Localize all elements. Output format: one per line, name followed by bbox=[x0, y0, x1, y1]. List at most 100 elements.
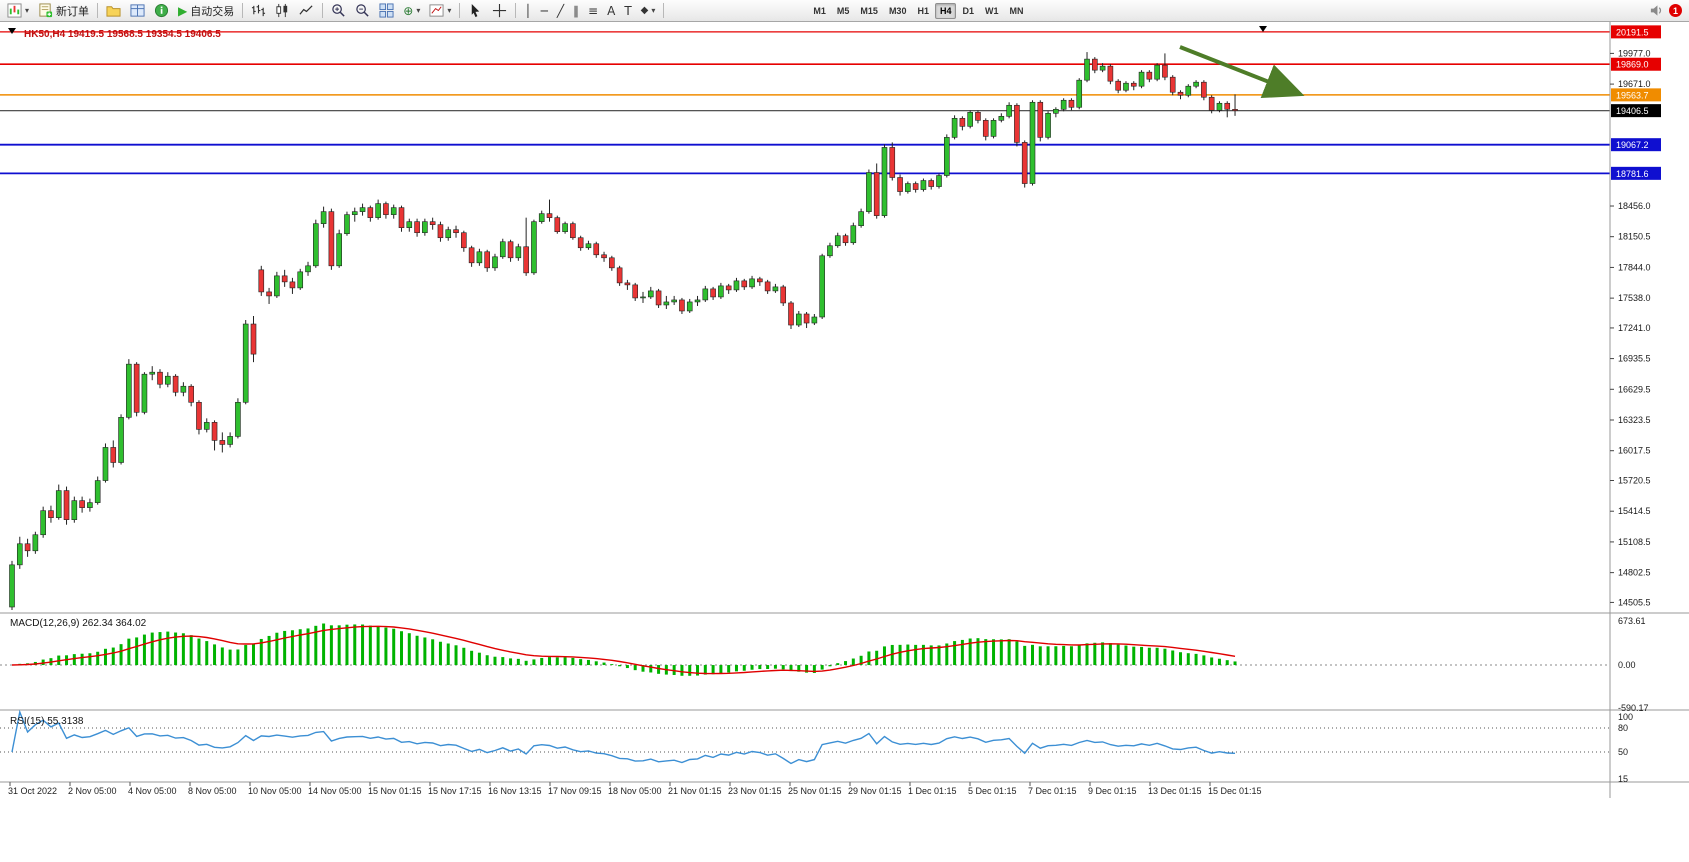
rsi-axis-label: 100 bbox=[1618, 712, 1633, 722]
bull-candle bbox=[1084, 58, 1090, 81]
price-axis-label: 14505.5 bbox=[1618, 597, 1651, 607]
bull-candle bbox=[32, 534, 39, 552]
bull-candle bbox=[562, 223, 568, 233]
price-axis-label: 17844.0 bbox=[1618, 262, 1651, 272]
chevron-down-icon: ▾ bbox=[447, 5, 452, 15]
price-badge-label: 19869.0 bbox=[1616, 60, 1649, 70]
price-axis-label: 15720.5 bbox=[1618, 476, 1651, 486]
tile-windows-button[interactable] bbox=[375, 1, 398, 21]
time-axis-label: 15 Nov 01:15 bbox=[368, 786, 422, 796]
text-button[interactable]: A bbox=[603, 1, 619, 21]
timeframe-button-M15[interactable]: M15 bbox=[860, 5, 878, 16]
timeframe-button-MN[interactable]: MN bbox=[1009, 5, 1024, 16]
timeframe-button-M5[interactable]: M5 bbox=[836, 5, 850, 16]
bull-candle bbox=[1138, 71, 1145, 87]
bull-candle bbox=[359, 207, 366, 212]
timeframe-button-H4[interactable]: H4 bbox=[934, 2, 957, 19]
down-triangle-marker bbox=[8, 28, 16, 34]
channel-button[interactable]: ∥ bbox=[569, 1, 583, 21]
bull-candle bbox=[55, 490, 62, 518]
main-toolbar: ▾ 新订单 ▶ 自动交易 bbox=[0, 0, 1689, 22]
bull-candle bbox=[1006, 104, 1012, 117]
bull-candle bbox=[203, 422, 210, 430]
bear-candle bbox=[546, 213, 553, 218]
bear-candle bbox=[624, 282, 631, 286]
timeframe-button-H1[interactable]: H1 bbox=[917, 5, 929, 16]
timeframe-button-M30[interactable]: M30 bbox=[888, 5, 907, 16]
bull-candle bbox=[647, 290, 654, 298]
bear-candle bbox=[468, 247, 475, 264]
bear-candle bbox=[1146, 71, 1153, 80]
bull-candle bbox=[772, 286, 779, 292]
templates-button[interactable]: ▾ bbox=[425, 1, 455, 21]
bull-candle bbox=[694, 299, 701, 303]
horizontal-line-button[interactable]: ─ bbox=[537, 1, 552, 21]
bull-candle bbox=[834, 235, 841, 247]
trendline-button[interactable]: ╱ bbox=[553, 1, 568, 21]
bull-candle bbox=[795, 313, 802, 326]
bear-candle bbox=[157, 371, 163, 385]
bear-candle bbox=[219, 440, 226, 445]
price-axis-label: 15108.5 bbox=[1618, 537, 1651, 547]
bear-candle bbox=[461, 232, 467, 249]
new-order-label: 新订单 bbox=[56, 5, 90, 18]
bear-candle bbox=[982, 120, 989, 137]
indicators-button[interactable]: ⊕ ▾ bbox=[399, 1, 424, 21]
fibonacci-button[interactable]: ≡ bbox=[584, 1, 602, 21]
bear-candle bbox=[172, 375, 179, 393]
bear-candle bbox=[484, 251, 490, 269]
bull-candle bbox=[671, 299, 677, 303]
bear-candle bbox=[48, 510, 54, 518]
time-axis-label: 2 Nov 05:00 bbox=[68, 786, 117, 796]
bear-candle bbox=[803, 313, 810, 324]
new-order-button[interactable]: 新订单 bbox=[34, 1, 93, 21]
cursor-button[interactable] bbox=[464, 1, 487, 21]
vertical-line-button[interactable]: │ bbox=[520, 1, 535, 21]
zoom-out-button[interactable] bbox=[351, 1, 374, 21]
bull-candle bbox=[390, 207, 397, 215]
toolbar-separator bbox=[322, 3, 324, 18]
bear-candle bbox=[577, 237, 584, 249]
notification-badge[interactable]: 1 bbox=[1669, 4, 1682, 17]
time-axis-label: 25 Nov 01:15 bbox=[788, 786, 842, 796]
bull-candle bbox=[943, 137, 950, 176]
bar-chart-button[interactable] bbox=[247, 1, 270, 21]
arrows-button[interactable]: ◆ ▾ bbox=[637, 1, 660, 21]
bear-candle bbox=[24, 543, 31, 552]
timeframe-button-M1[interactable]: M1 bbox=[813, 5, 826, 16]
macd-axis-label: 673.61 bbox=[1618, 616, 1646, 626]
timeframe-button-D1[interactable]: D1 bbox=[962, 5, 974, 16]
fibonacci-icon: ≡ bbox=[588, 3, 599, 18]
trend-arrow-annotation[interactable] bbox=[1179, 45, 1305, 99]
bear-candle bbox=[429, 221, 436, 225]
bull-candle bbox=[663, 301, 670, 306]
line-chart-button[interactable] bbox=[295, 1, 318, 21]
new-chart-icon bbox=[7, 3, 22, 18]
bear-candle bbox=[1201, 81, 1207, 98]
line-chart-icon bbox=[299, 5, 313, 15]
chart-content-layer: 19977.0 19671.0 18456.0 18150.5 17844.0 17538… bbox=[0, 22, 1689, 798]
candlestick-button[interactable] bbox=[271, 1, 294, 21]
auto-trading-button[interactable]: ▶ 自动交易 bbox=[174, 1, 238, 21]
timeframe-button-W1[interactable]: W1 bbox=[985, 5, 999, 16]
profiles-button[interactable] bbox=[102, 1, 125, 21]
toolbar-separator bbox=[459, 3, 461, 18]
bull-candle bbox=[141, 373, 148, 413]
bear-candle bbox=[928, 180, 935, 187]
market-watch-button[interactable] bbox=[126, 1, 149, 21]
sound-icon[interactable] bbox=[1649, 3, 1664, 18]
bull-candle bbox=[102, 447, 109, 481]
text-label-button[interactable]: T bbox=[620, 1, 635, 21]
down-triangle-marker bbox=[1259, 26, 1267, 32]
zoom-in-button[interactable] bbox=[327, 1, 350, 21]
price-badge bbox=[1611, 104, 1661, 118]
bull-candle bbox=[1123, 82, 1129, 91]
arrows-icon: ◆ bbox=[640, 4, 649, 16]
crosshair-button[interactable] bbox=[488, 1, 511, 21]
data-window-button[interactable] bbox=[150, 1, 173, 21]
bull-candle bbox=[819, 255, 825, 318]
bear-candle bbox=[1130, 82, 1137, 87]
new-chart-button[interactable]: ▾ bbox=[3, 1, 33, 21]
bull-candle bbox=[499, 241, 506, 258]
